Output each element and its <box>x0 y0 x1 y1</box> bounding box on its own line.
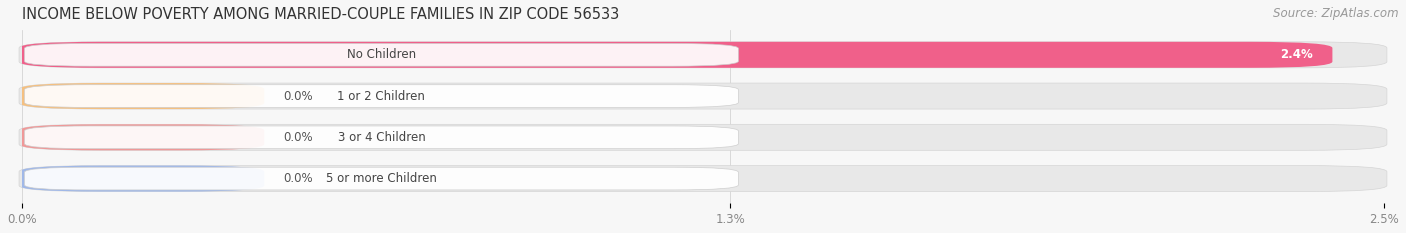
FancyBboxPatch shape <box>20 83 1386 109</box>
FancyBboxPatch shape <box>20 124 1386 150</box>
Text: 0.0%: 0.0% <box>284 131 314 144</box>
FancyBboxPatch shape <box>20 42 1386 68</box>
Text: 3 or 4 Children: 3 or 4 Children <box>337 131 425 144</box>
FancyBboxPatch shape <box>20 83 264 109</box>
FancyBboxPatch shape <box>24 167 738 190</box>
FancyBboxPatch shape <box>24 44 738 66</box>
Text: Source: ZipAtlas.com: Source: ZipAtlas.com <box>1274 7 1399 20</box>
Text: 0.0%: 0.0% <box>284 89 314 103</box>
FancyBboxPatch shape <box>20 166 1386 192</box>
FancyBboxPatch shape <box>24 85 738 107</box>
Text: INCOME BELOW POVERTY AMONG MARRIED-COUPLE FAMILIES IN ZIP CODE 56533: INCOME BELOW POVERTY AMONG MARRIED-COUPL… <box>21 7 619 22</box>
FancyBboxPatch shape <box>20 166 264 192</box>
FancyBboxPatch shape <box>24 126 738 149</box>
Text: 5 or more Children: 5 or more Children <box>326 172 437 185</box>
Text: 2.4%: 2.4% <box>1281 48 1313 61</box>
Text: 1 or 2 Children: 1 or 2 Children <box>337 89 426 103</box>
Text: 0.0%: 0.0% <box>284 172 314 185</box>
FancyBboxPatch shape <box>20 124 264 150</box>
Text: No Children: No Children <box>347 48 416 61</box>
FancyBboxPatch shape <box>20 42 1333 68</box>
